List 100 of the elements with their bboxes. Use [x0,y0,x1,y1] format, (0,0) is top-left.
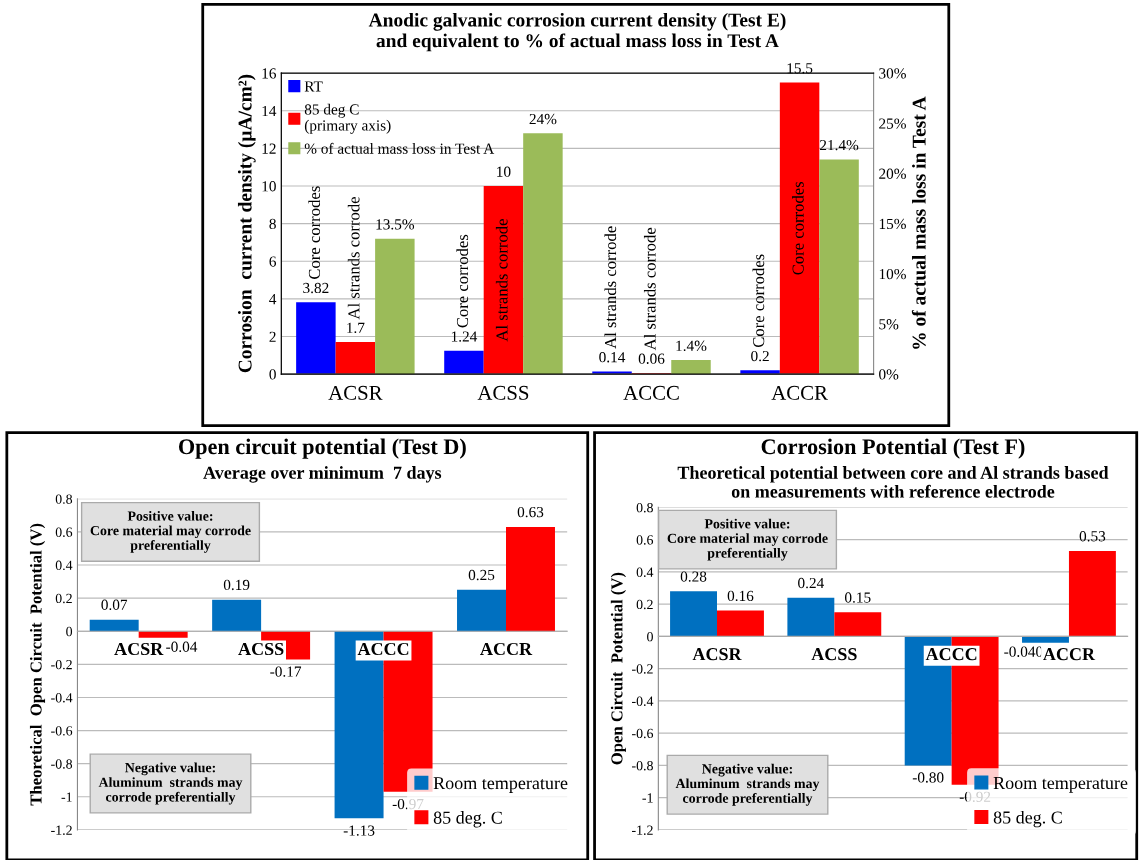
y-tick-label: -1 [61,792,72,802]
data-label: 24% [529,113,557,125]
y2-tick-label: 15% [879,218,906,230]
data-label: -0.040 [1004,646,1043,657]
x-tick-label: ACCR [771,385,828,400]
y-tick-label: -0.2 [632,664,653,674]
data-label: 0.25 [468,569,495,581]
y2-tick-label: 20% [879,168,906,179]
data-label: 3.82 [303,282,329,294]
legend-label: 85 deg. C [433,811,502,828]
y-tick-label: 14 [262,105,277,117]
annotation: Positive value: Core material may corrode preferentially [667,518,828,561]
y-tick-label: 10 [262,181,276,192]
x-tick-label: ACCC [623,385,679,400]
data-label: 0.53 [1079,531,1106,542]
x-tick-label: ACSR [328,385,383,400]
annotation: Core corrodes [752,254,765,348]
y-tick-label: -1.2 [51,825,72,835]
x-tick-label: ACSR [692,648,742,661]
data-label: 0.19 [223,579,250,591]
data-label: -0.17 [270,666,302,677]
legend-label: 85 deg. C [993,810,1062,828]
x-tick-label: ACSS [238,642,284,656]
data-label: 21.4% [820,139,859,151]
y2-axis-title: % of actual mass loss in Test A [911,96,926,349]
data-label: -0.04 [166,641,198,652]
y-tick-label: -0.6 [632,728,654,739]
x-tick-label: ACSS [811,648,857,661]
data-label: 0.24 [798,577,824,589]
y-tick-label: 0 [647,631,653,642]
y-tick-label: 4 [269,294,277,305]
y-tick-label: -0.6 [51,726,73,736]
x-tick-label: ACSR [114,642,164,656]
annotation: Core corrodes [792,181,804,275]
data-label: 1.4% [676,340,707,351]
y-tick-label: -1 [642,793,653,803]
x-tick-label: ACSS [477,385,529,400]
legend-label: RT [304,81,323,92]
y-axis-title: Theoretical Open Circuit Potential (V) [29,523,46,806]
y-tick-label: 8 [269,218,276,230]
y-tick-label: 0.4 [636,567,654,577]
legend-label: % of actual mass loss in Test A [304,142,495,154]
annotation: Core corrodes [456,234,469,328]
y-tick-label: 16 [262,68,277,79]
data-label: 13.5% [376,219,415,230]
y-tick-label: 0.8 [636,502,653,513]
data-label: -0.92 [959,791,991,803]
chart-subtitle: Theoretical potential between core and Al strands based on measurements with reference electrode [677,466,1109,498]
chart-title: Anodic galvanic corrosion current density (Test E) and equivalent to % of actual mass loss in Test A [368,12,786,52]
annotation: Al strands corrode [604,226,617,349]
data-label: 15.5 [787,63,813,74]
y2-tick-label: 10% [879,268,906,280]
y-tick-label: 0.2 [55,593,72,604]
y-tick-label: 0.4 [55,560,73,571]
x-tick-label: ACCR [480,642,533,656]
annotation: Al strands corrode [643,227,656,351]
annotation: Positive value: Core material may corrode preferentially [90,510,251,553]
y-axis-title: Corrosion current density (µA/cm²) [237,74,256,373]
y2-tick-label: 30% [879,68,906,79]
data-label: 10 [497,166,511,177]
annotation: Al strands corrode [347,197,360,320]
y-tick-label: 0 [66,626,73,637]
annotation: Negative value: Aluminum strands may corrode preferentially [675,763,820,806]
data-label: -1.13 [343,825,375,836]
x-tick-label: ACCC [925,648,977,661]
y-tick-label: -0.4 [632,696,654,706]
legend-label: Room temperature [433,777,568,793]
legend-label: Room temperature [993,777,1128,793]
y-tick-label: -0.8 [51,759,73,769]
y-tick-label: -0.8 [632,760,653,771]
y-tick-label: 6 [269,256,277,267]
annotation: Al strands corrode [495,219,508,342]
y-tick-label: 0.6 [55,527,73,537]
data-label: 0.28 [680,571,707,582]
data-label: 0.16 [727,590,754,602]
y2-tick-label: 5% [879,319,899,330]
data-label: 1.7 [347,322,365,334]
y2-tick-label: 0% [879,369,899,380]
chart-subtitle: Average over minimum 7 days [203,466,442,483]
data-label: -0.80 [912,772,944,783]
data-label: 0.63 [517,506,544,518]
y-tick-label: 2 [269,331,276,342]
y-tick-label: 0.2 [636,599,653,610]
y-tick-label: 0.8 [55,494,73,504]
y-tick-label: 0.6 [636,535,654,545]
data-label: 0.07 [101,599,128,610]
data-label: 0.15 [845,592,871,603]
annotation: Core corrodes [308,186,321,279]
y-axis-title: Open Circuit Potential (V) [610,572,626,765]
data-label: 0.14 [599,352,626,363]
data-label: -0.97 [392,798,424,810]
data-label: 0.06 [638,353,665,364]
y-tick-label: 12 [262,143,276,154]
x-tick-label: ACCR [1043,648,1096,661]
legend-label: 85 deg C (primary axis) [304,103,391,134]
chart-title: Open circuit potential (Test D) [178,438,466,459]
y2-tick-label: 25% [879,118,906,129]
y-tick-label: -1.2 [632,825,653,835]
y-tick-label: 0 [269,369,276,380]
annotation: Negative value: Aluminum strands may corrode preferentially [98,762,243,805]
